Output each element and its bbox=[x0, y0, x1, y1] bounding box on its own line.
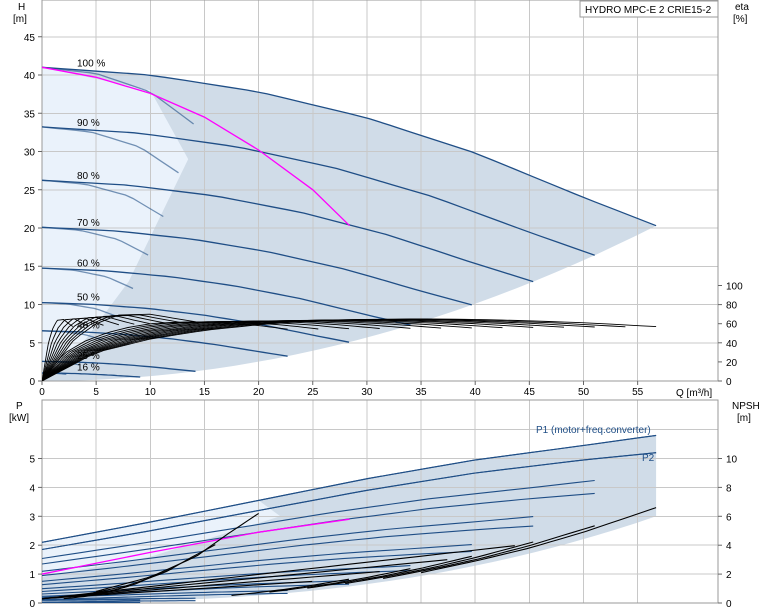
npsh-axis-unit: [m] bbox=[737, 413, 751, 424]
speed-label: 100 % bbox=[77, 59, 105, 70]
npsh-tick-label: 8 bbox=[726, 483, 732, 494]
flow-tick-label: 5 bbox=[93, 387, 99, 398]
head-tick-label: 45 bbox=[24, 33, 36, 44]
eff-tick-label: 40 bbox=[726, 339, 738, 350]
head-tick-label: 0 bbox=[29, 377, 35, 388]
eff-tick-label: 60 bbox=[726, 320, 738, 331]
flow-tick-label: 30 bbox=[361, 387, 373, 398]
legend-p2: P2 bbox=[642, 453, 655, 464]
head-tick-label: 15 bbox=[24, 262, 36, 273]
eff-axis-unit: [%] bbox=[733, 14, 748, 25]
eff-tick-label: 80 bbox=[726, 301, 738, 312]
eff-axis-label: eta bbox=[735, 2, 749, 13]
npsh-axis-label: NPSH bbox=[732, 401, 760, 412]
flow-tick-label: 0 bbox=[39, 387, 45, 398]
speed-label: 90 % bbox=[77, 118, 100, 129]
head-tick-label: 35 bbox=[24, 109, 36, 120]
eff-tick-label: 0 bbox=[726, 377, 732, 388]
legend-p1: P1 (motor+freq.converter) bbox=[536, 425, 651, 436]
speed-label: 50 % bbox=[77, 293, 100, 304]
head-axis-unit: [m] bbox=[13, 14, 27, 25]
top-envelope-layer bbox=[42, 67, 656, 381]
flow-tick-label: 35 bbox=[415, 387, 427, 398]
flow-tick-label: 45 bbox=[524, 387, 536, 398]
power-tick-label: 0 bbox=[29, 599, 35, 610]
head-tick-label: 5 bbox=[29, 339, 35, 350]
npsh-tick-label: 4 bbox=[726, 541, 732, 552]
speed-label: 25 % bbox=[77, 351, 100, 362]
flow-tick-label: 10 bbox=[145, 387, 157, 398]
flow-tick-label: 55 bbox=[632, 387, 644, 398]
power-tick-label: 4 bbox=[29, 483, 35, 494]
speed-label: 70 % bbox=[77, 218, 100, 229]
npsh-tick-label: 10 bbox=[726, 455, 738, 466]
power-tick-label: 2 bbox=[29, 541, 35, 552]
npsh-tick-label: 6 bbox=[726, 512, 732, 523]
chart-title: HYDRO MPC-E 2 CRIE15-2 bbox=[585, 5, 712, 16]
npsh-tick-label: 0 bbox=[726, 599, 732, 610]
flow-tick-label: 20 bbox=[253, 387, 265, 398]
power-axis-label: P bbox=[16, 401, 23, 412]
head-tick-label: 20 bbox=[24, 224, 36, 235]
head-tick-label: 30 bbox=[24, 148, 36, 159]
eff-tick-label: 20 bbox=[726, 358, 738, 369]
speed-label: 80 % bbox=[77, 171, 100, 182]
speed-label: 60 % bbox=[77, 258, 100, 269]
power-tick-label: 3 bbox=[29, 512, 35, 523]
flow-tick-label: 15 bbox=[199, 387, 211, 398]
eff-tick-label: 100 bbox=[726, 282, 743, 293]
speed-label: 16 % bbox=[77, 363, 100, 374]
head-tick-label: 40 bbox=[24, 71, 36, 82]
flow-axis-label: Q [m³/h] bbox=[676, 388, 712, 399]
speed-label: 40 % bbox=[77, 321, 100, 332]
flow-tick-label: 40 bbox=[470, 387, 482, 398]
head-tick-label: 10 bbox=[24, 301, 36, 312]
npsh-tick-label: 2 bbox=[726, 570, 732, 581]
flow-tick-label: 25 bbox=[307, 387, 319, 398]
flow-tick-label: 50 bbox=[578, 387, 590, 398]
power-tick-label: 1 bbox=[29, 570, 35, 581]
power-tick-label: 5 bbox=[29, 455, 35, 466]
power-axis-unit: [kW] bbox=[9, 413, 29, 424]
head-tick-label: 25 bbox=[24, 186, 36, 197]
head-axis-label: H bbox=[18, 2, 25, 13]
